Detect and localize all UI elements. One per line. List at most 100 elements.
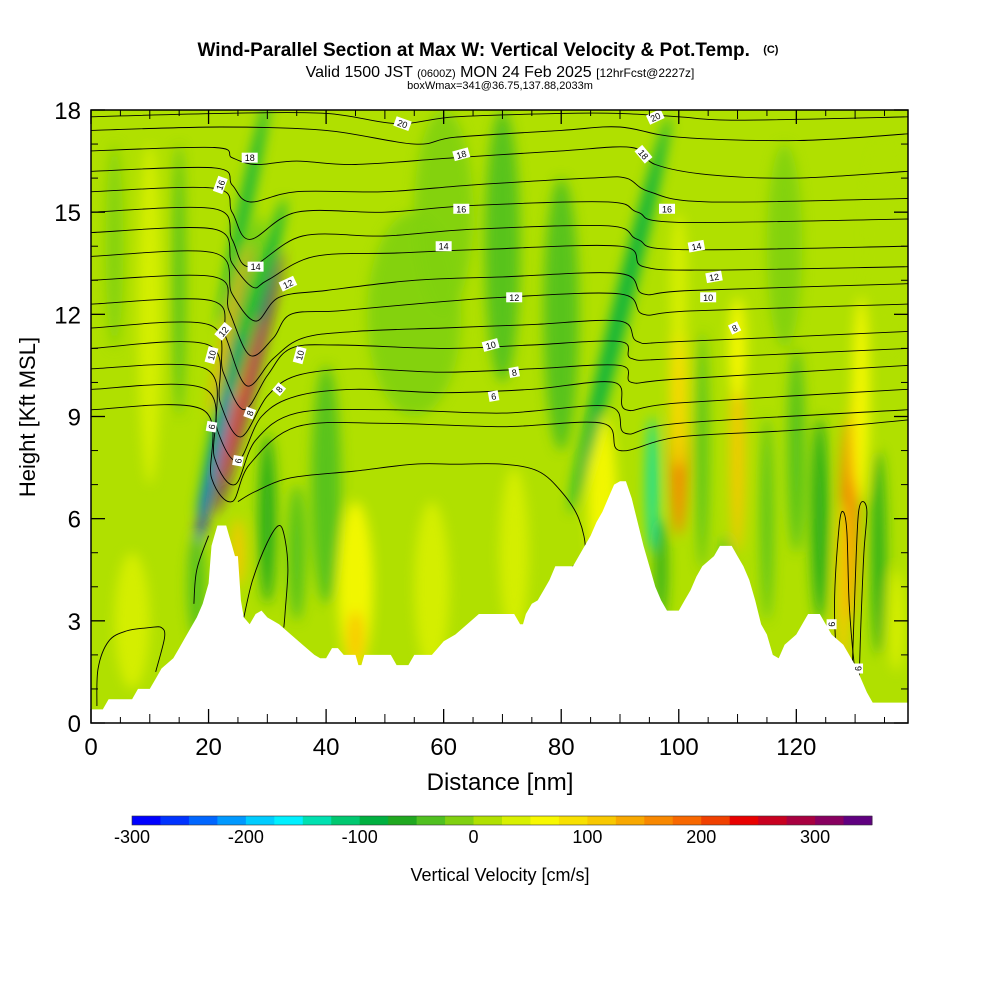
- x-axis: 0 20 40 60 80 100 120: [84, 110, 885, 761]
- y-tick-label: 9: [68, 405, 81, 432]
- theta-label-text: 16: [456, 204, 466, 214]
- theta-label-text: 16: [662, 204, 672, 214]
- theta-label-text: 18: [636, 148, 650, 162]
- theta-label-text: 12: [217, 325, 231, 339]
- theta-contour: [91, 383, 908, 486]
- velocity-cell: [787, 348, 806, 553]
- colorbar-swatch: [473, 816, 503, 825]
- theta-label-text: 12: [281, 277, 294, 290]
- theta-label-text: 10: [485, 339, 497, 351]
- theta-label: 18: [634, 144, 653, 164]
- theta-contour: [91, 112, 908, 125]
- velocity-cell: [569, 116, 671, 513]
- theta-label: 14: [247, 261, 264, 272]
- theta-label: 20: [645, 110, 665, 125]
- colorbar-swatch: [502, 816, 531, 825]
- theta-label-bg: [232, 454, 244, 467]
- theta-label: 10: [700, 292, 717, 303]
- velocity-cell: [646, 416, 659, 553]
- theta-label: 12: [705, 270, 723, 284]
- plot-area: [91, 110, 908, 723]
- y-tick-label: 18: [54, 98, 81, 125]
- colorbar-swatch: [445, 816, 475, 825]
- velocity-cell: [484, 110, 521, 383]
- theta-label-bg: [487, 390, 500, 402]
- theta-label-bg: [247, 261, 264, 272]
- colorbar-swatch: [388, 816, 418, 825]
- velocity-cell: [728, 297, 747, 400]
- chart-title: Wind-Parallel Section at Max W: Vertical…: [198, 40, 779, 61]
- theta-contour: [243, 525, 289, 628]
- subtitle-zulu: (0600Z): [417, 68, 456, 80]
- theta-label-text: 14: [251, 262, 261, 272]
- x-tick-label: 40: [313, 734, 340, 761]
- velocity-cell: [836, 501, 851, 672]
- velocity-cell: [696, 331, 709, 570]
- y-axis: 0 3 6 9 12 15 18: [54, 98, 908, 738]
- theta-label: 10: [204, 346, 219, 365]
- theta-label-bg: [826, 619, 837, 630]
- theta-label-text: 10: [294, 349, 306, 361]
- theta-label-text: 12: [509, 293, 519, 303]
- colorbar-swatch: [729, 816, 759, 825]
- theta-label: 8: [243, 406, 257, 420]
- theta-label: 14: [435, 241, 452, 252]
- theta-label-bg: [659, 203, 676, 214]
- velocity-cell: [414, 110, 474, 315]
- colorbar-swatch: [188, 816, 218, 825]
- theta-label-text: 8: [730, 323, 739, 334]
- theta-label: 8: [508, 366, 520, 378]
- colorbar-swatch: [558, 816, 588, 825]
- theta-contour: [91, 274, 908, 357]
- colorbar-swatch: [615, 816, 645, 825]
- theta-label-text: 10: [703, 293, 713, 303]
- theta-label-bg: [214, 322, 233, 341]
- velocity-cell: [114, 552, 150, 689]
- theta-label: 6: [853, 663, 864, 674]
- theta-contour: [91, 166, 908, 203]
- velocity-cell: [173, 144, 186, 417]
- colorbar-tick-label: 0: [469, 827, 479, 847]
- colorbar-frame: [131, 815, 873, 826]
- velocity-cell: [669, 212, 688, 349]
- theta-label-text: 6: [207, 423, 218, 430]
- theta-label-text: 14: [691, 241, 703, 253]
- x-tick-label: 0: [84, 734, 97, 761]
- colorbar-swatch: [758, 816, 788, 825]
- theta-label-text: 14: [439, 242, 449, 252]
- colorbar-swatch: [587, 816, 617, 825]
- theta-label: 18: [452, 147, 471, 162]
- velocity-cell: [669, 297, 688, 468]
- velocity-cell: [220, 316, 263, 483]
- theta-label: 12: [506, 292, 523, 303]
- x-axis-label: Distance [nm]: [427, 769, 574, 796]
- theta-label-bg: [292, 346, 307, 365]
- theta-contour: [91, 126, 908, 145]
- theta-label: 12: [214, 322, 233, 341]
- x-tick-label: 100: [659, 734, 699, 761]
- theta-label-bg: [212, 175, 228, 195]
- velocity-cell: [192, 333, 243, 568]
- theta-label-bg: [853, 663, 864, 674]
- theta-label-bg: [508, 366, 520, 379]
- velocity-cell: [105, 144, 124, 349]
- y-tick-label: 0: [68, 711, 81, 738]
- theta-label-bg: [204, 346, 219, 365]
- theta-label-bg: [727, 321, 742, 335]
- theta-label-text: 16: [214, 179, 227, 192]
- velocity-cell: [138, 144, 162, 485]
- colorbar-tick-label: 300: [800, 827, 830, 847]
- theta-contour: [91, 186, 908, 240]
- theta-label: 6: [205, 420, 218, 433]
- colorbar-tick-label: -300: [114, 827, 150, 847]
- theta-label: 12: [278, 275, 298, 292]
- theta-contour: [851, 501, 868, 679]
- chart-title-text: Wind-Parallel Section at Max W: Vertical…: [198, 40, 750, 61]
- theta-label-bg: [452, 147, 471, 162]
- theta-label-bg: [700, 292, 717, 303]
- theta-label-bg: [634, 144, 653, 164]
- colorbar-swatch: [160, 816, 190, 825]
- theta-label-bg: [272, 382, 287, 397]
- theta-label-text: 12: [708, 272, 720, 284]
